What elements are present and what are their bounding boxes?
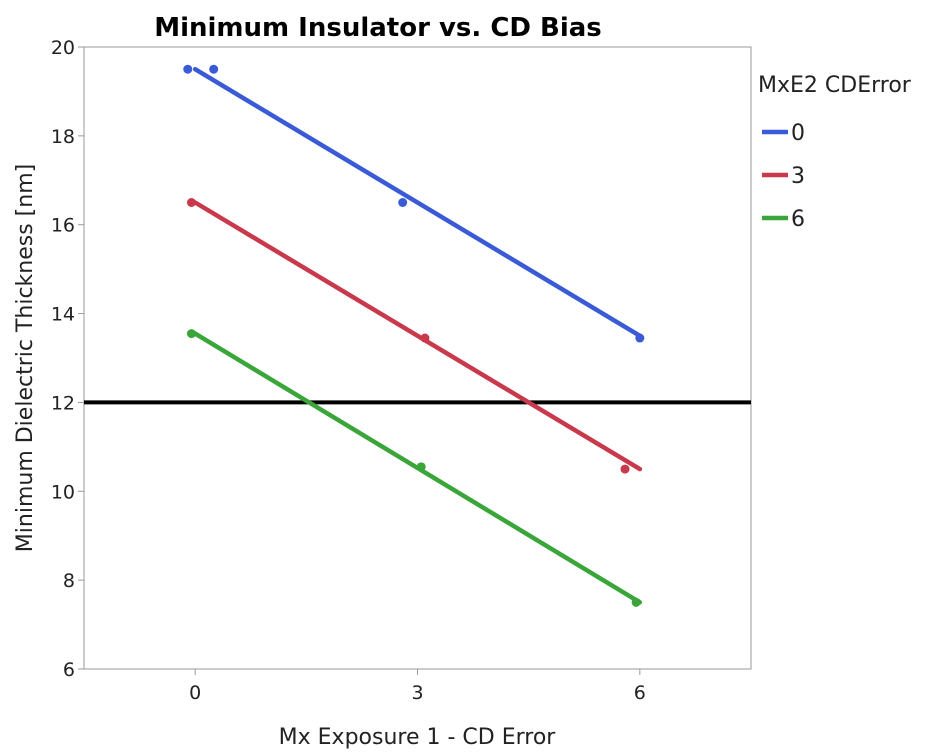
data-point-3: [186, 198, 196, 207]
data-point-0: [398, 198, 408, 207]
y-tick-label: 10: [51, 481, 75, 503]
y-axis: 6 8 10 12 14 16 18 20: [51, 37, 84, 681]
x-tick-label: 3: [411, 682, 423, 704]
y-tick-label: 14: [51, 304, 75, 326]
points-layer: [183, 64, 645, 607]
y-tick-label: 8: [63, 570, 75, 592]
y-tick-label: 18: [51, 126, 75, 148]
y-tick-label: 16: [51, 215, 75, 237]
legend-title: MxE2 CDError: [758, 73, 912, 98]
data-point-6: [186, 329, 196, 339]
legend: MxE2 CDError 0 3 6: [758, 73, 912, 232]
series-line-0: [192, 66, 643, 339]
y-tick-label: 12: [51, 392, 75, 414]
data-point-3: [420, 333, 430, 343]
legend-items: 0 3 6: [762, 121, 805, 232]
data-point-3: [620, 464, 630, 474]
data-point-6: [416, 462, 426, 472]
y-tick-label: 6: [63, 659, 75, 681]
x-tick-label: 6: [634, 682, 646, 704]
data-point-0: [635, 333, 645, 343]
x-tick-label: 0: [189, 682, 201, 704]
plot-area: [83, 46, 752, 670]
y-axis-label: Minimum Dielectric Thickness [nm]: [13, 164, 38, 552]
legend-label-6: 6: [791, 207, 805, 232]
legend-label-0: 0: [791, 121, 805, 146]
legend-label-3: 3: [791, 164, 805, 189]
x-axis: 0 3 6: [189, 669, 646, 704]
y-tick-label: 20: [51, 37, 75, 59]
data-point-6: [631, 597, 641, 607]
data-point-0: [183, 64, 193, 74]
chart-title: Minimum Insulator vs. CD Bias: [154, 13, 602, 43]
series-line-3: [192, 200, 643, 472]
x-axis-label: Mx Exposure 1 - CD Error: [279, 725, 557, 750]
data-point-0: [209, 64, 219, 74]
